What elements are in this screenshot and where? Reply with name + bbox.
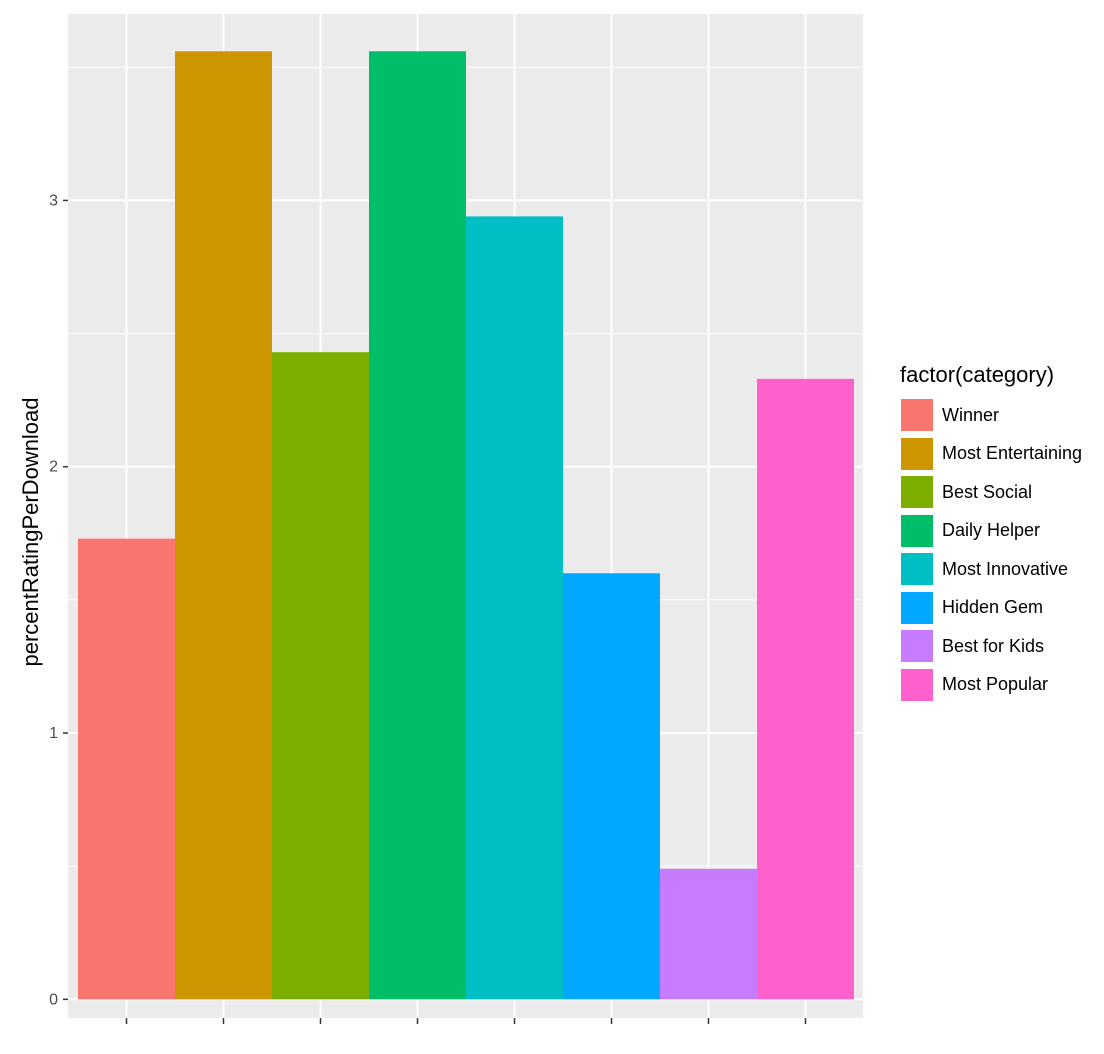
legend-label: Best for Kids [942, 635, 1045, 656]
legend-swatch [900, 590, 934, 625]
bar-best-social [272, 352, 369, 1000]
legend-label: Most Innovative [942, 558, 1069, 579]
y-tick-label: 3 [49, 192, 58, 209]
legend-items: Winner Most Entertaining Best Social Daily … [900, 396, 1082, 704]
legend-swatch [900, 629, 934, 664]
bar-best-for-kids [660, 868, 757, 1000]
y-axis-title: percentRatingPerDownload [18, 397, 43, 666]
y-tick-label: 2 [49, 459, 58, 476]
legend-item: Most Innovative [900, 550, 1082, 589]
legend: factor(category) Winner Most Entertaining… [900, 362, 1082, 704]
legend-item: Hidden Gem [900, 589, 1082, 628]
bar-daily-helper [369, 51, 466, 1000]
legend-item: Winner [900, 396, 1082, 435]
bars [78, 51, 854, 1000]
axes: 0 1 2 3 [49, 192, 807, 1024]
legend-swatch [900, 436, 934, 471]
legend-item: Best Social [900, 473, 1082, 512]
legend-label: Best Social [942, 481, 1033, 502]
bar-hidden-gem [563, 573, 660, 1000]
legend-swatch [900, 667, 934, 702]
bar-most-popular [757, 378, 854, 1000]
legend-label: Most Entertaining [942, 443, 1083, 464]
bar-winner [78, 538, 175, 1000]
bar-most-entertaining [175, 51, 272, 1000]
legend-item: Best for Kids [900, 627, 1082, 666]
legend-swatch [900, 475, 934, 510]
y-tick-label: 1 [49, 725, 58, 742]
legend-label: Winner [942, 404, 1000, 425]
legend-label: Most Popular [942, 674, 1049, 695]
y-tick-label: 0 [49, 991, 58, 1008]
legend-label: Daily Helper [942, 520, 1041, 541]
legend-swatch [900, 552, 934, 587]
legend-item: Most Entertaining [900, 435, 1082, 474]
legend-swatch [900, 398, 934, 433]
legend-label: Hidden Gem [942, 597, 1044, 618]
legend-title: factor(category) [900, 362, 1055, 387]
bar-most-innovative [466, 216, 563, 1000]
legend-item: Daily Helper [900, 512, 1082, 551]
legend-item: Most Popular [900, 666, 1082, 705]
legend-swatch [900, 513, 934, 548]
